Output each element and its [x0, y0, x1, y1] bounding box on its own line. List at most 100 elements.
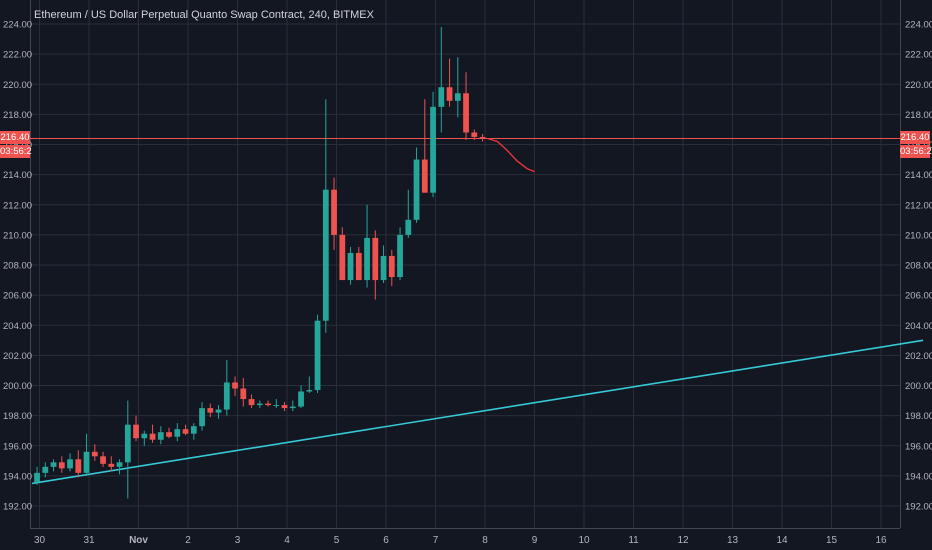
candle-body	[116, 462, 123, 467]
candle	[133, 415, 139, 442]
x-tick-label: 30	[34, 535, 46, 546]
candle	[232, 376, 238, 397]
candle	[372, 230, 379, 300]
candle	[91, 444, 98, 461]
candle	[397, 227, 403, 281]
candle	[273, 399, 280, 409]
y-tick-label-right: 222.00	[905, 50, 932, 61]
x-tick-label: 7	[433, 535, 439, 546]
candle	[339, 227, 346, 281]
candle	[141, 430, 148, 446]
candle	[108, 456, 115, 472]
candle	[58, 456, 65, 473]
y-tick-label-right: 214.00	[905, 170, 932, 181]
y-tick-label-left: 224.00	[3, 20, 32, 31]
candle-body	[306, 390, 313, 392]
candle-body	[248, 399, 255, 406]
candle-body	[397, 234, 403, 278]
candle	[281, 402, 288, 412]
y-tick-label-right: 212.00	[905, 200, 932, 211]
candle-body	[256, 403, 263, 406]
y-tick-label-right: 210.00	[905, 230, 932, 241]
x-tick-label: 10	[578, 535, 590, 546]
candle-body	[413, 159, 420, 220]
candle	[207, 403, 214, 418]
y-tick-label-left: 212.00	[3, 200, 32, 211]
candle-body	[174, 429, 181, 437]
candle	[479, 133, 486, 142]
candle-body	[463, 93, 469, 133]
x-tick-label: 12	[677, 535, 689, 546]
y-tick-label-right: 218.00	[905, 110, 932, 121]
x-tick-label: 16	[875, 535, 887, 546]
candle-body	[199, 408, 205, 427]
candles	[34, 27, 486, 499]
candle-body	[298, 391, 304, 407]
y-tick-label-left: 192.00	[3, 502, 32, 513]
x-tick-label: 14	[776, 535, 788, 546]
y-tick-label-right: 206.00	[905, 291, 932, 302]
candle	[166, 427, 172, 439]
candle	[174, 423, 181, 442]
candle	[190, 423, 197, 440]
y-tick-label-right: 192.00	[905, 502, 932, 513]
y-tick-label-left: 210.00	[3, 230, 32, 241]
candle	[223, 359, 230, 416]
y-tick-label-right: 224.00	[905, 20, 932, 31]
candle-body	[190, 426, 197, 434]
y-tick-label-right: 204.00	[905, 321, 932, 332]
y-tick-label-right: 220.00	[905, 80, 932, 91]
y-tick-label-left: 196.00	[3, 441, 32, 452]
candle-body	[405, 219, 412, 235]
candle	[306, 376, 313, 394]
current-price-badge-left: 216.40	[0, 131, 30, 145]
candle	[149, 424, 156, 443]
grid-lines	[30, 0, 900, 528]
candle	[157, 426, 164, 445]
candle-body	[207, 408, 214, 413]
candle-body	[223, 382, 230, 410]
candle-body	[91, 451, 98, 457]
candle-body	[108, 463, 115, 467]
candle-body	[149, 433, 156, 440]
candle	[256, 400, 263, 409]
y-tick-label-left: 220.00	[3, 80, 32, 91]
candle	[289, 400, 296, 412]
candle-body	[388, 255, 395, 278]
candle-body	[133, 424, 139, 439]
candle-body	[471, 132, 478, 137]
candle	[331, 177, 337, 250]
candle	[75, 450, 82, 478]
x-tick-label: 6	[383, 535, 389, 546]
candle	[67, 453, 73, 472]
candle	[364, 204, 370, 288]
candle-body	[34, 472, 40, 482]
bar-countdown-badge-left: 03:56:2	[0, 145, 32, 159]
candle-body	[380, 255, 387, 281]
y-tick-label-right: 198.00	[905, 411, 932, 422]
candle-body	[141, 433, 148, 439]
candle-body	[42, 466, 49, 473]
y-tick-label-left: 222.00	[3, 50, 32, 61]
candle	[116, 459, 123, 475]
candle-body	[322, 189, 329, 321]
y-tick-label-left: 198.00	[3, 411, 32, 422]
candle	[215, 405, 222, 419]
candle-body	[289, 406, 296, 409]
candle	[405, 189, 412, 238]
candle-body	[339, 234, 346, 281]
candle-body	[421, 159, 428, 193]
candle	[100, 451, 106, 467]
candle	[182, 424, 189, 436]
candle	[454, 57, 461, 118]
candle-body	[331, 189, 337, 235]
candle	[34, 466, 40, 485]
x-tick-label: 3	[235, 535, 241, 546]
candle-body	[215, 409, 222, 413]
candle-body	[182, 429, 189, 434]
candle-body	[347, 252, 354, 281]
x-tick-label: 2	[185, 535, 191, 546]
candle	[430, 91, 436, 198]
y-tick-label-left: 208.00	[3, 261, 32, 272]
